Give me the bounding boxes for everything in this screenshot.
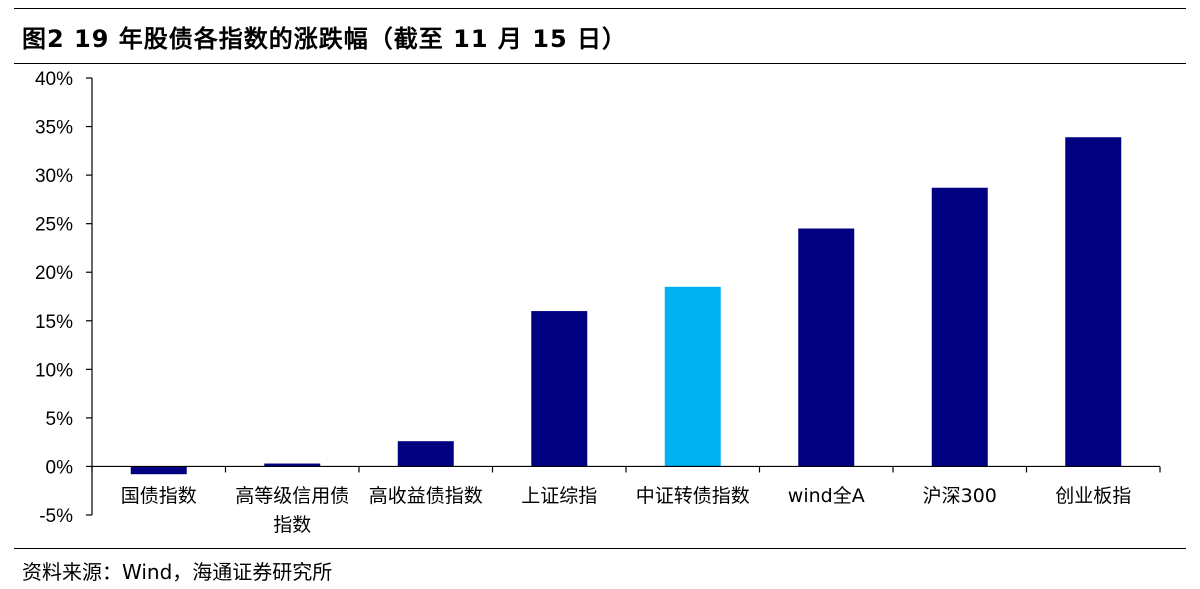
y-tick-label: 5%	[46, 409, 74, 430]
source-rule	[14, 548, 1186, 549]
x-tick-label-line: 创业板指	[1055, 485, 1131, 507]
bar	[664, 286, 721, 467]
bar	[531, 311, 588, 467]
x-tick-label-line: 中证转债指数	[636, 485, 750, 507]
bars	[130, 137, 1122, 475]
y-tick-label: 30%	[35, 166, 73, 187]
x-tick-label-line: 高等级信用债	[235, 485, 349, 507]
bar	[264, 463, 321, 467]
x-tick-label: 国债指数	[121, 485, 197, 507]
y-tick-label: 15%	[35, 312, 73, 333]
bar	[130, 466, 187, 475]
y-tick-label: 35%	[35, 118, 73, 139]
bar	[931, 187, 988, 467]
x-tick-label: wind全A	[788, 485, 865, 507]
chart-title: 图2 19 年股债各指数的涨跌幅（截至 11 月 15 日）	[22, 25, 628, 53]
title-top-rule	[14, 8, 1186, 9]
x-tick-label-line: 高收益债指数	[369, 485, 483, 507]
x-tick-label-line: 沪深300	[923, 485, 997, 507]
source-note: 资料来源：Wind，海通证券研究所	[22, 560, 333, 584]
x-tick-label: 高等级信用债指数	[235, 485, 349, 536]
bar	[397, 441, 454, 467]
x-tick-label: 创业板指	[1055, 485, 1131, 507]
y-axis: -5% 0% 5% 10% 15% 20% 25% 30% 35% 40%	[35, 69, 93, 527]
y-tick-label: -5%	[39, 506, 73, 527]
y-tick-label: 20%	[35, 263, 73, 284]
x-tick-label: 上证综指	[521, 485, 597, 507]
title-bottom-rule	[14, 63, 1186, 64]
x-tick-label: 沪深300	[923, 485, 997, 507]
x-tick-label-line: wind全A	[788, 485, 865, 507]
x-tick-label-line: 上证综指	[521, 485, 597, 507]
y-tick-label: 40%	[35, 69, 73, 90]
y-tick-label: 10%	[35, 360, 73, 381]
x-tick-label-line: 指数	[273, 514, 311, 536]
x-tick-label: 高收益债指数	[369, 485, 483, 507]
bar	[798, 228, 855, 467]
x-tick-label-line: 国债指数	[121, 485, 197, 507]
bar	[1065, 137, 1122, 467]
x-axis	[91, 465, 1161, 473]
y-tick-label: 0%	[46, 457, 74, 478]
x-tick-label: 中证转债指数	[636, 485, 750, 507]
y-tick-label: 25%	[35, 215, 73, 236]
